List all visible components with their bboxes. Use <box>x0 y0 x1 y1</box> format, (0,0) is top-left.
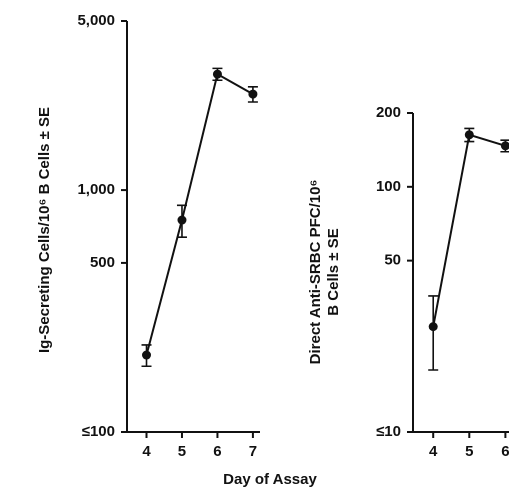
data-point <box>464 130 474 140</box>
y-axis-label: Ig-Secreting Cells/10⁶ B Cells ± SE <box>36 107 53 353</box>
x-tick-label: 5 <box>178 443 186 460</box>
y-tick-label: 50 <box>384 252 401 269</box>
y-axis-label: B Cells ± SE <box>325 228 342 315</box>
y-tick-label: 100 <box>376 178 401 195</box>
x-tick-label: 4 <box>429 443 438 460</box>
data-point <box>142 350 152 360</box>
y-tick-label: 1,000 <box>77 181 115 198</box>
y-tick-label: ≤100 <box>82 423 115 440</box>
x-tick-label: 6 <box>501 443 509 460</box>
y-axis-label: Direct Anti-SRBC PFC/10⁶ <box>307 180 324 365</box>
y-tick-label: 500 <box>90 254 115 271</box>
y-tick-label: ≤10 <box>376 423 401 440</box>
data-point <box>248 89 258 99</box>
x-tick-label: 5 <box>465 443 473 460</box>
data-line <box>432 133 506 327</box>
x-tick-label: 4 <box>142 443 151 460</box>
data-point <box>428 322 438 332</box>
data-point <box>177 215 187 225</box>
x-tick-label: 7 <box>249 443 257 460</box>
x-axis-label: Day of Assay <box>223 471 317 488</box>
x-tick-label: 6 <box>213 443 221 460</box>
data-point <box>212 69 222 79</box>
y-tick-label: 200 <box>376 104 401 121</box>
error-bar <box>428 295 439 371</box>
data-line <box>145 72 254 356</box>
y-tick-label: 5,000 <box>77 12 115 29</box>
data-point <box>500 141 509 151</box>
